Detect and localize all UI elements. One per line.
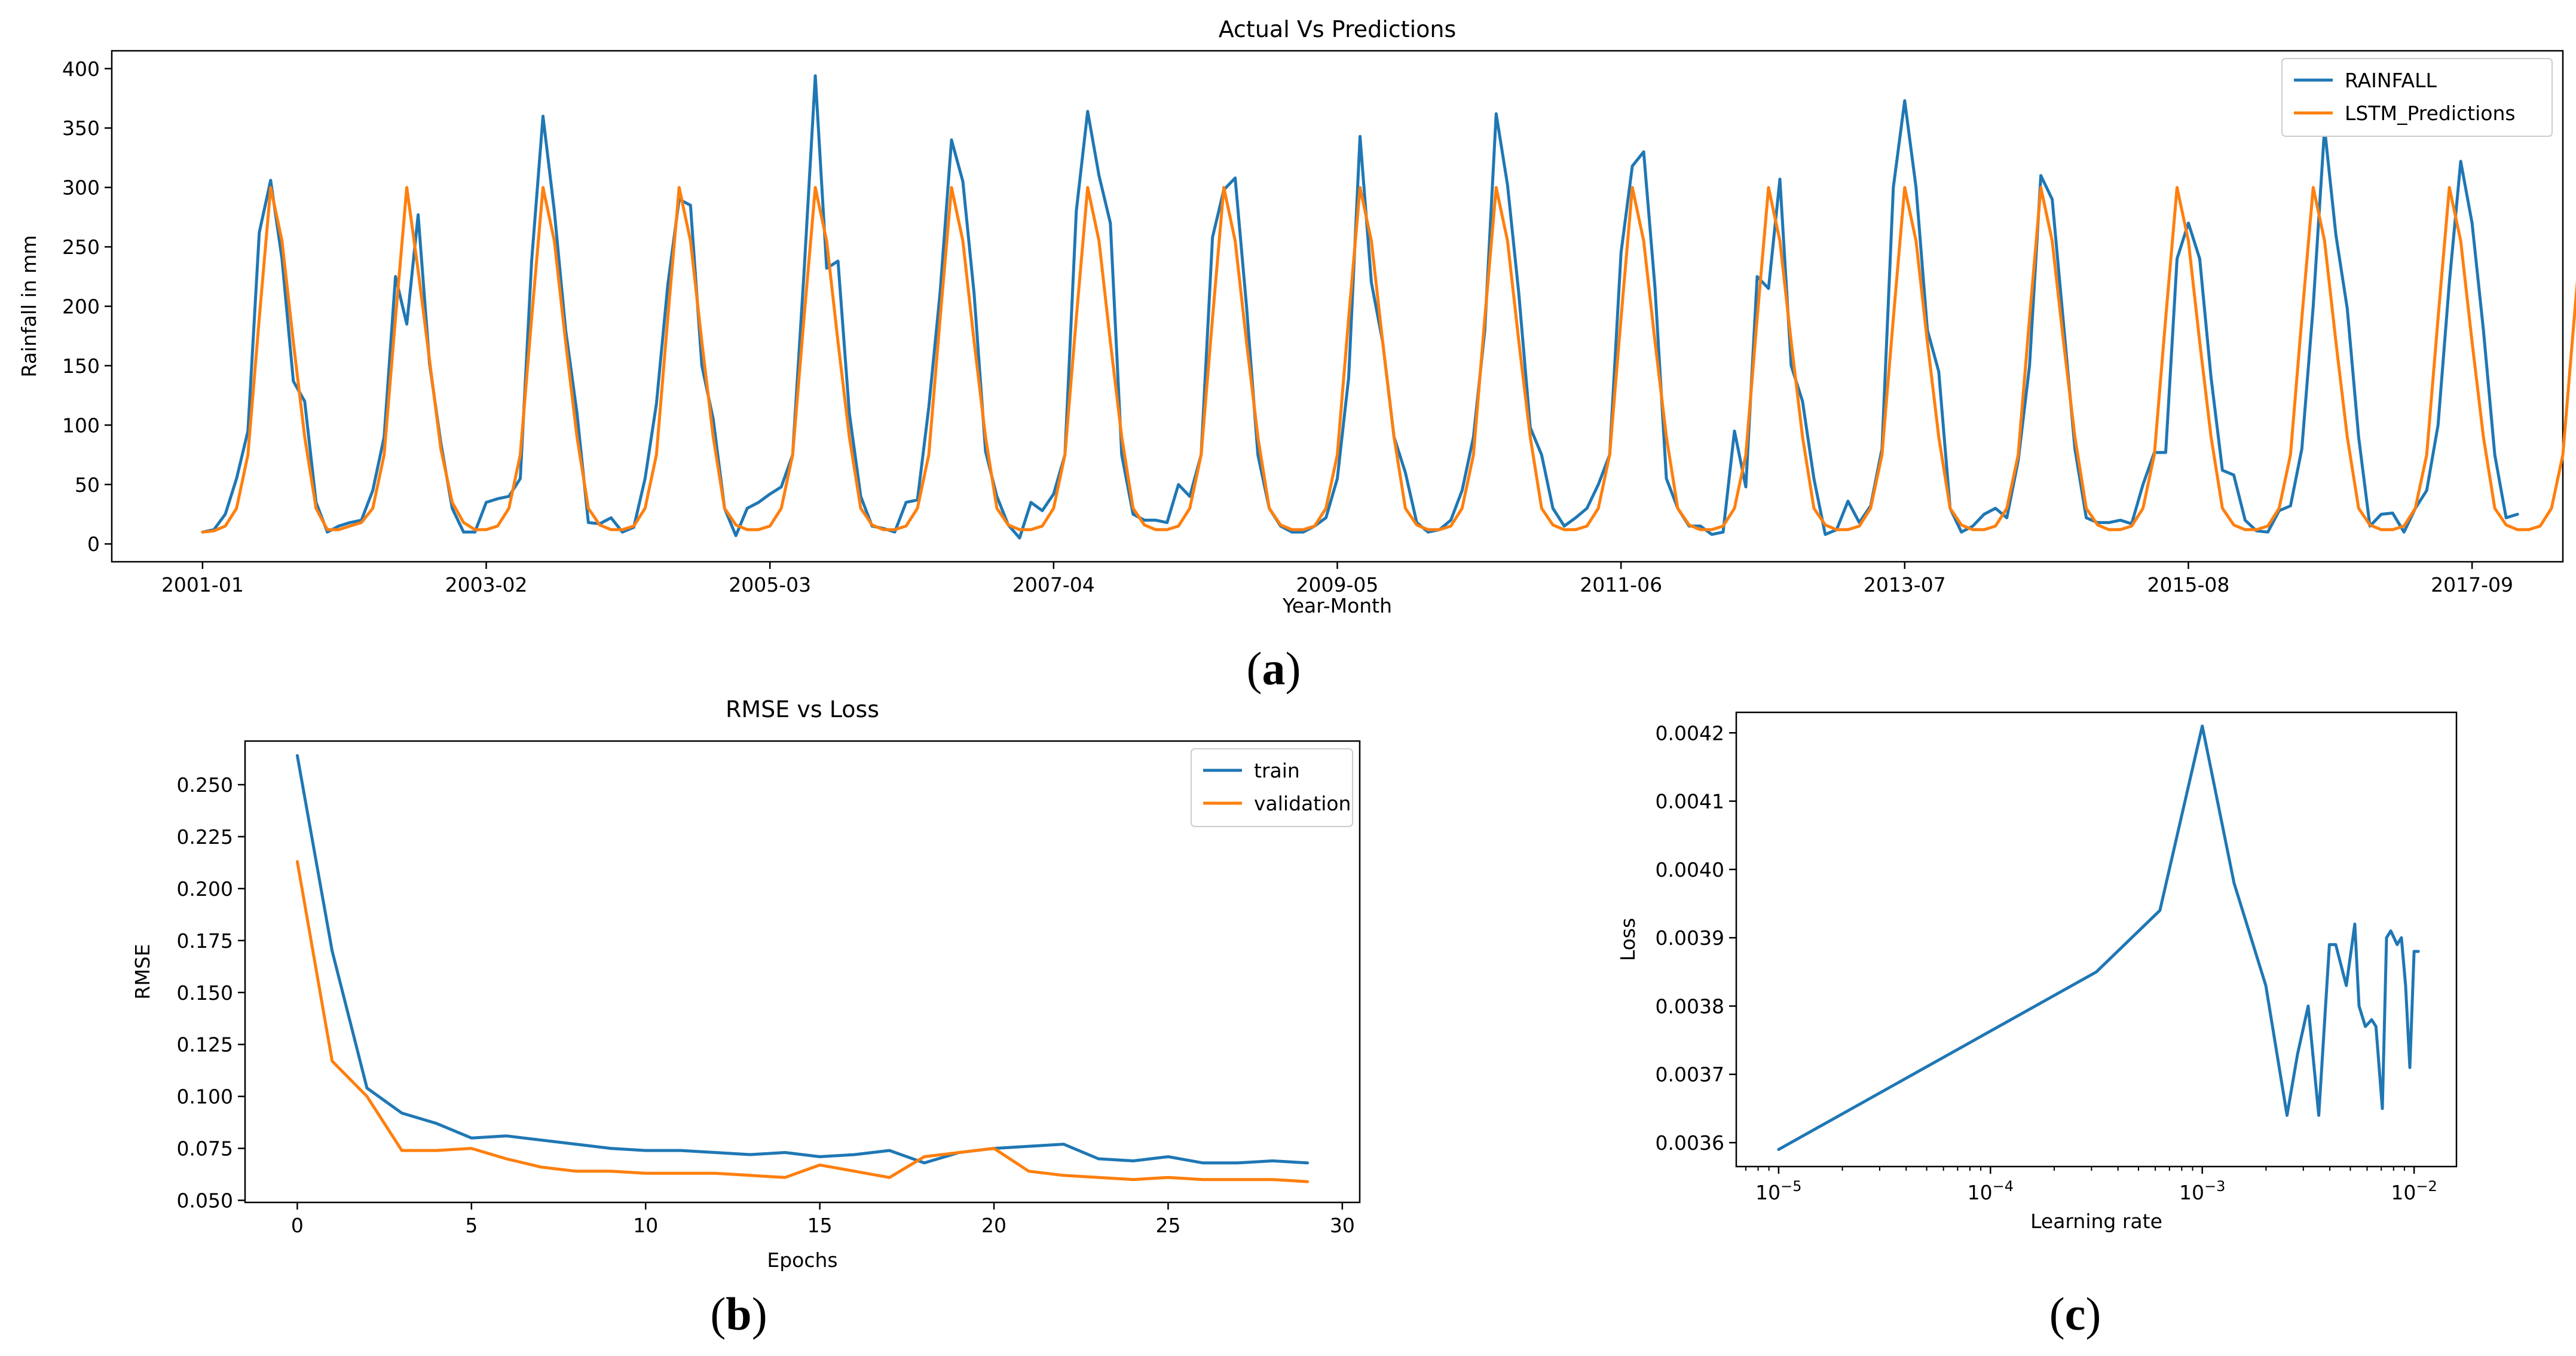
x-tick-label-b-4: 20 [981, 1214, 1006, 1237]
legend-box-a [2281, 58, 2553, 137]
y-tick-label-c-3: 0.0039 [1656, 926, 1724, 950]
series-line-c-0 [1777, 724, 2420, 1151]
y-tick-label-b-8: 0.250 [177, 773, 233, 797]
x-tick-label-a-4: 2009-05 [1296, 573, 1379, 596]
chart-a: Actual Vs Predictions 0 50 100 150 200 250 300 3… [17, 16, 2576, 694]
y-tick-label-b-0: 0.050 [177, 1189, 233, 1213]
plot-area-c [1735, 711, 2458, 1168]
y-axis-label-b: RMSE [131, 944, 154, 999]
y-tick-label-c-0: 0.0036 [1656, 1131, 1724, 1155]
caption-b: (b) [710, 1288, 767, 1340]
x-tick-label-b-3: 15 [807, 1214, 833, 1237]
x-tick-label-a-1: 2003-02 [445, 573, 528, 596]
chart-title-b: RMSE vs Loss [726, 696, 879, 723]
chart-c: 0.0036 0.0037 0.0038 0.0039 0.0040 0.0041 0.00… [1616, 711, 2458, 1340]
legend-label-b-1: validation [1254, 792, 1351, 815]
x-tick-label-c-3: 10−2 [2391, 1178, 2437, 1204]
x-tick-label-a-2: 2005-03 [729, 573, 811, 596]
caption-a: (a) [1247, 642, 1301, 694]
y-tick-label-a-3: 150 [62, 354, 100, 378]
x-tick-label-a-5: 2011-06 [1580, 573, 1662, 596]
x-tick-label-b-6: 30 [1330, 1214, 1355, 1237]
legend-label-a-0: RAINFALL [2345, 69, 2437, 92]
y-tick-label-a-0: 0 [87, 532, 100, 556]
caption-c: (c) [2049, 1288, 2101, 1340]
y-tick-label-b-4: 0.150 [177, 981, 233, 1005]
plot-area-b [244, 740, 1361, 1204]
series-line-a-0 [201, 74, 2519, 540]
legend-label-a-1: LSTM_Predictions [2345, 102, 2516, 125]
y-tick-label-c-5: 0.0041 [1656, 790, 1724, 813]
x-tick-label-b-2: 10 [633, 1214, 658, 1237]
x-tick-label-c-2: 10−3 [2179, 1178, 2225, 1204]
series-line-b-1 [295, 860, 1310, 1183]
y-tick-label-b-5: 0.175 [177, 929, 233, 953]
chart-b: RMSE vs Loss 0.050 0.075 0.100 0.125 0.150 0.1… [131, 696, 1361, 1340]
y-tick-label-a-8: 400 [62, 57, 100, 81]
x-tick-label-b-1: 5 [465, 1214, 478, 1237]
x-tick-label-c-0: 10−5 [1755, 1178, 1801, 1204]
y-tick-label-b-7: 0.225 [177, 825, 233, 849]
y-tick-label-c-4: 0.0040 [1656, 858, 1724, 881]
y-tick-label-b-3: 0.125 [177, 1033, 233, 1057]
x-tick-label-b-5: 25 [1155, 1214, 1180, 1237]
x-axis-label-a: Year-Month [1282, 594, 1392, 617]
y-tick-label-a-4: 200 [62, 295, 100, 319]
y-tick-label-a-1: 50 [75, 473, 100, 497]
x-tick-label-c-1: 10−4 [1968, 1178, 2014, 1204]
y-tick-label-c-2: 0.0038 [1656, 994, 1724, 1018]
y-tick-label-a-2: 100 [62, 414, 100, 437]
y-tick-label-b-1: 0.075 [177, 1137, 233, 1161]
x-axis-label-c: Learning rate [2030, 1210, 2162, 1233]
x-tick-label-a-3: 2007-04 [1012, 573, 1095, 596]
y-tick-label-a-7: 350 [62, 117, 100, 140]
series-line-b-0 [295, 754, 1310, 1165]
series-line-a-1 [201, 186, 2576, 534]
y-tick-label-b-2: 0.100 [177, 1085, 233, 1109]
x-tick-label-a-0: 2001-01 [161, 573, 244, 596]
x-tick-label-a-8: 2017-09 [2431, 573, 2513, 596]
legend-box-b [1191, 748, 1353, 827]
y-axis-label-c: Loss [1616, 918, 1639, 961]
y-tick-label-a-6: 300 [62, 176, 100, 200]
x-axis-label-b: Epochs [767, 1248, 837, 1272]
legend-label-b-0: train [1254, 759, 1300, 782]
x-tick-label-b-0: 0 [291, 1214, 304, 1237]
y-axis-label-a: Rainfall in mm [17, 235, 41, 377]
x-tick-label-a-6: 2013-07 [1864, 573, 1946, 596]
y-tick-label-b-6: 0.200 [177, 877, 233, 901]
x-tick-label-a-7: 2015-08 [2147, 573, 2230, 596]
y-tick-label-a-5: 250 [62, 235, 100, 259]
y-tick-label-c-1: 0.0037 [1656, 1063, 1724, 1086]
chart-title-a: Actual Vs Predictions [1219, 16, 1457, 42]
y-tick-label-c-6: 0.0042 [1656, 721, 1724, 745]
